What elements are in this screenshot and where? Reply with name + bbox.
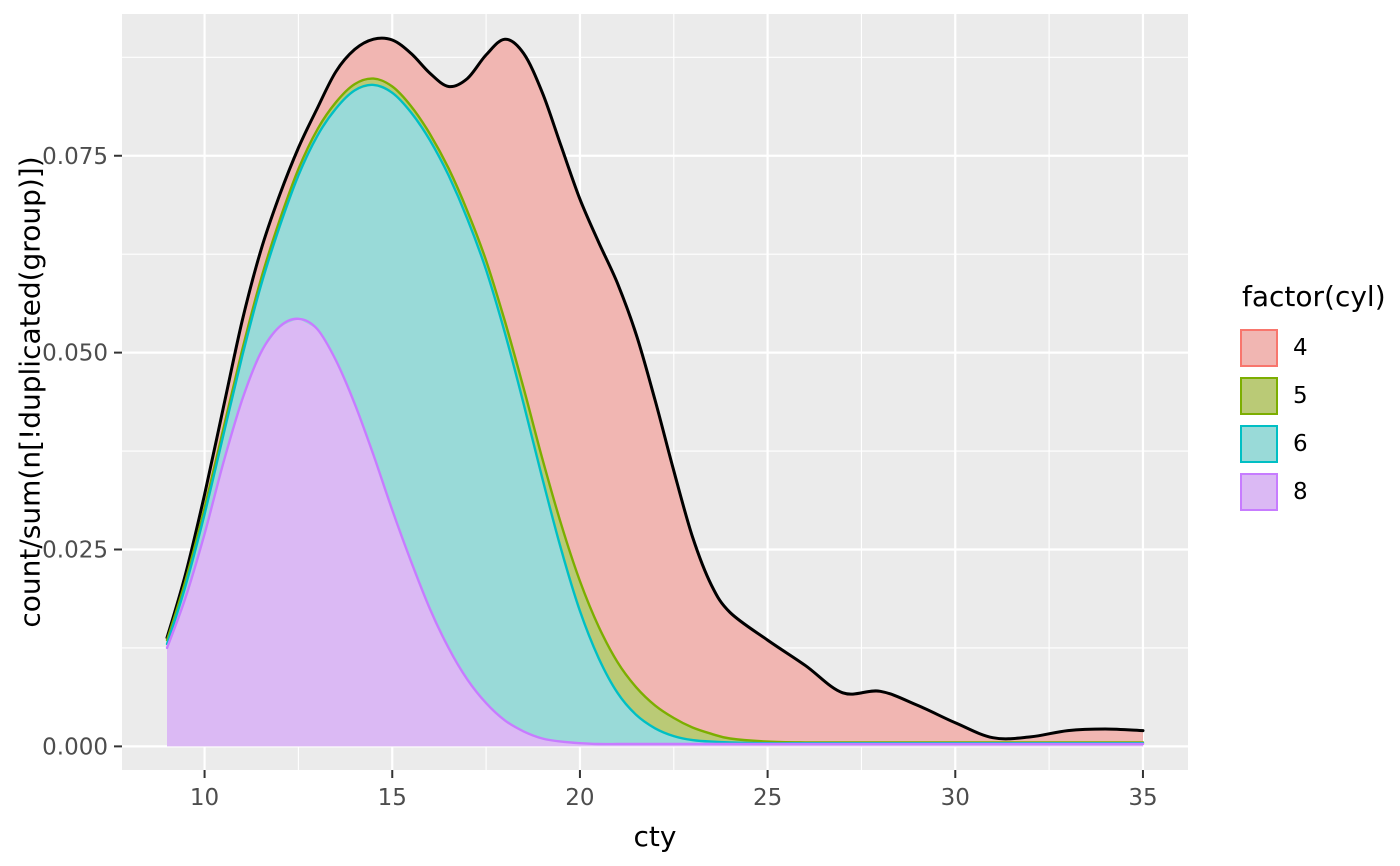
legend-item-4: 4 [1240,329,1386,367]
svg-text:10: 10 [190,785,219,811]
legend-item-8: 8 [1240,473,1386,511]
svg-text:30: 30 [941,785,970,811]
legend-key-6 [1240,425,1278,463]
legend-label-4: 4 [1293,335,1308,361]
svg-text:25: 25 [753,785,782,811]
legend-title: factor(cyl) [1242,280,1386,313]
svg-text:0.000: 0.000 [42,734,108,760]
svg-text:0.075: 0.075 [42,144,108,170]
svg-text:0.050: 0.050 [42,341,108,367]
svg-text:15: 15 [378,785,407,811]
legend-key-8 [1240,473,1278,511]
legend-key-4 [1240,329,1278,367]
legend-item-5: 5 [1240,377,1386,415]
legend-key-5 [1240,377,1278,415]
svg-text:0.025: 0.025 [42,538,108,564]
svg-text:35: 35 [1128,785,1157,811]
svg-text:20: 20 [565,785,594,811]
x-axis-title: cty [633,820,677,853]
legend-item-6: 6 [1240,425,1386,463]
legend-label-5: 5 [1293,383,1308,409]
legend-label-8: 8 [1293,479,1308,505]
legend: factor(cyl) 4 5 6 8 [1240,280,1386,521]
legend-label-6: 6 [1293,431,1308,457]
y-axis-title: count/sum(n[!duplicated(group)]) [13,156,47,628]
